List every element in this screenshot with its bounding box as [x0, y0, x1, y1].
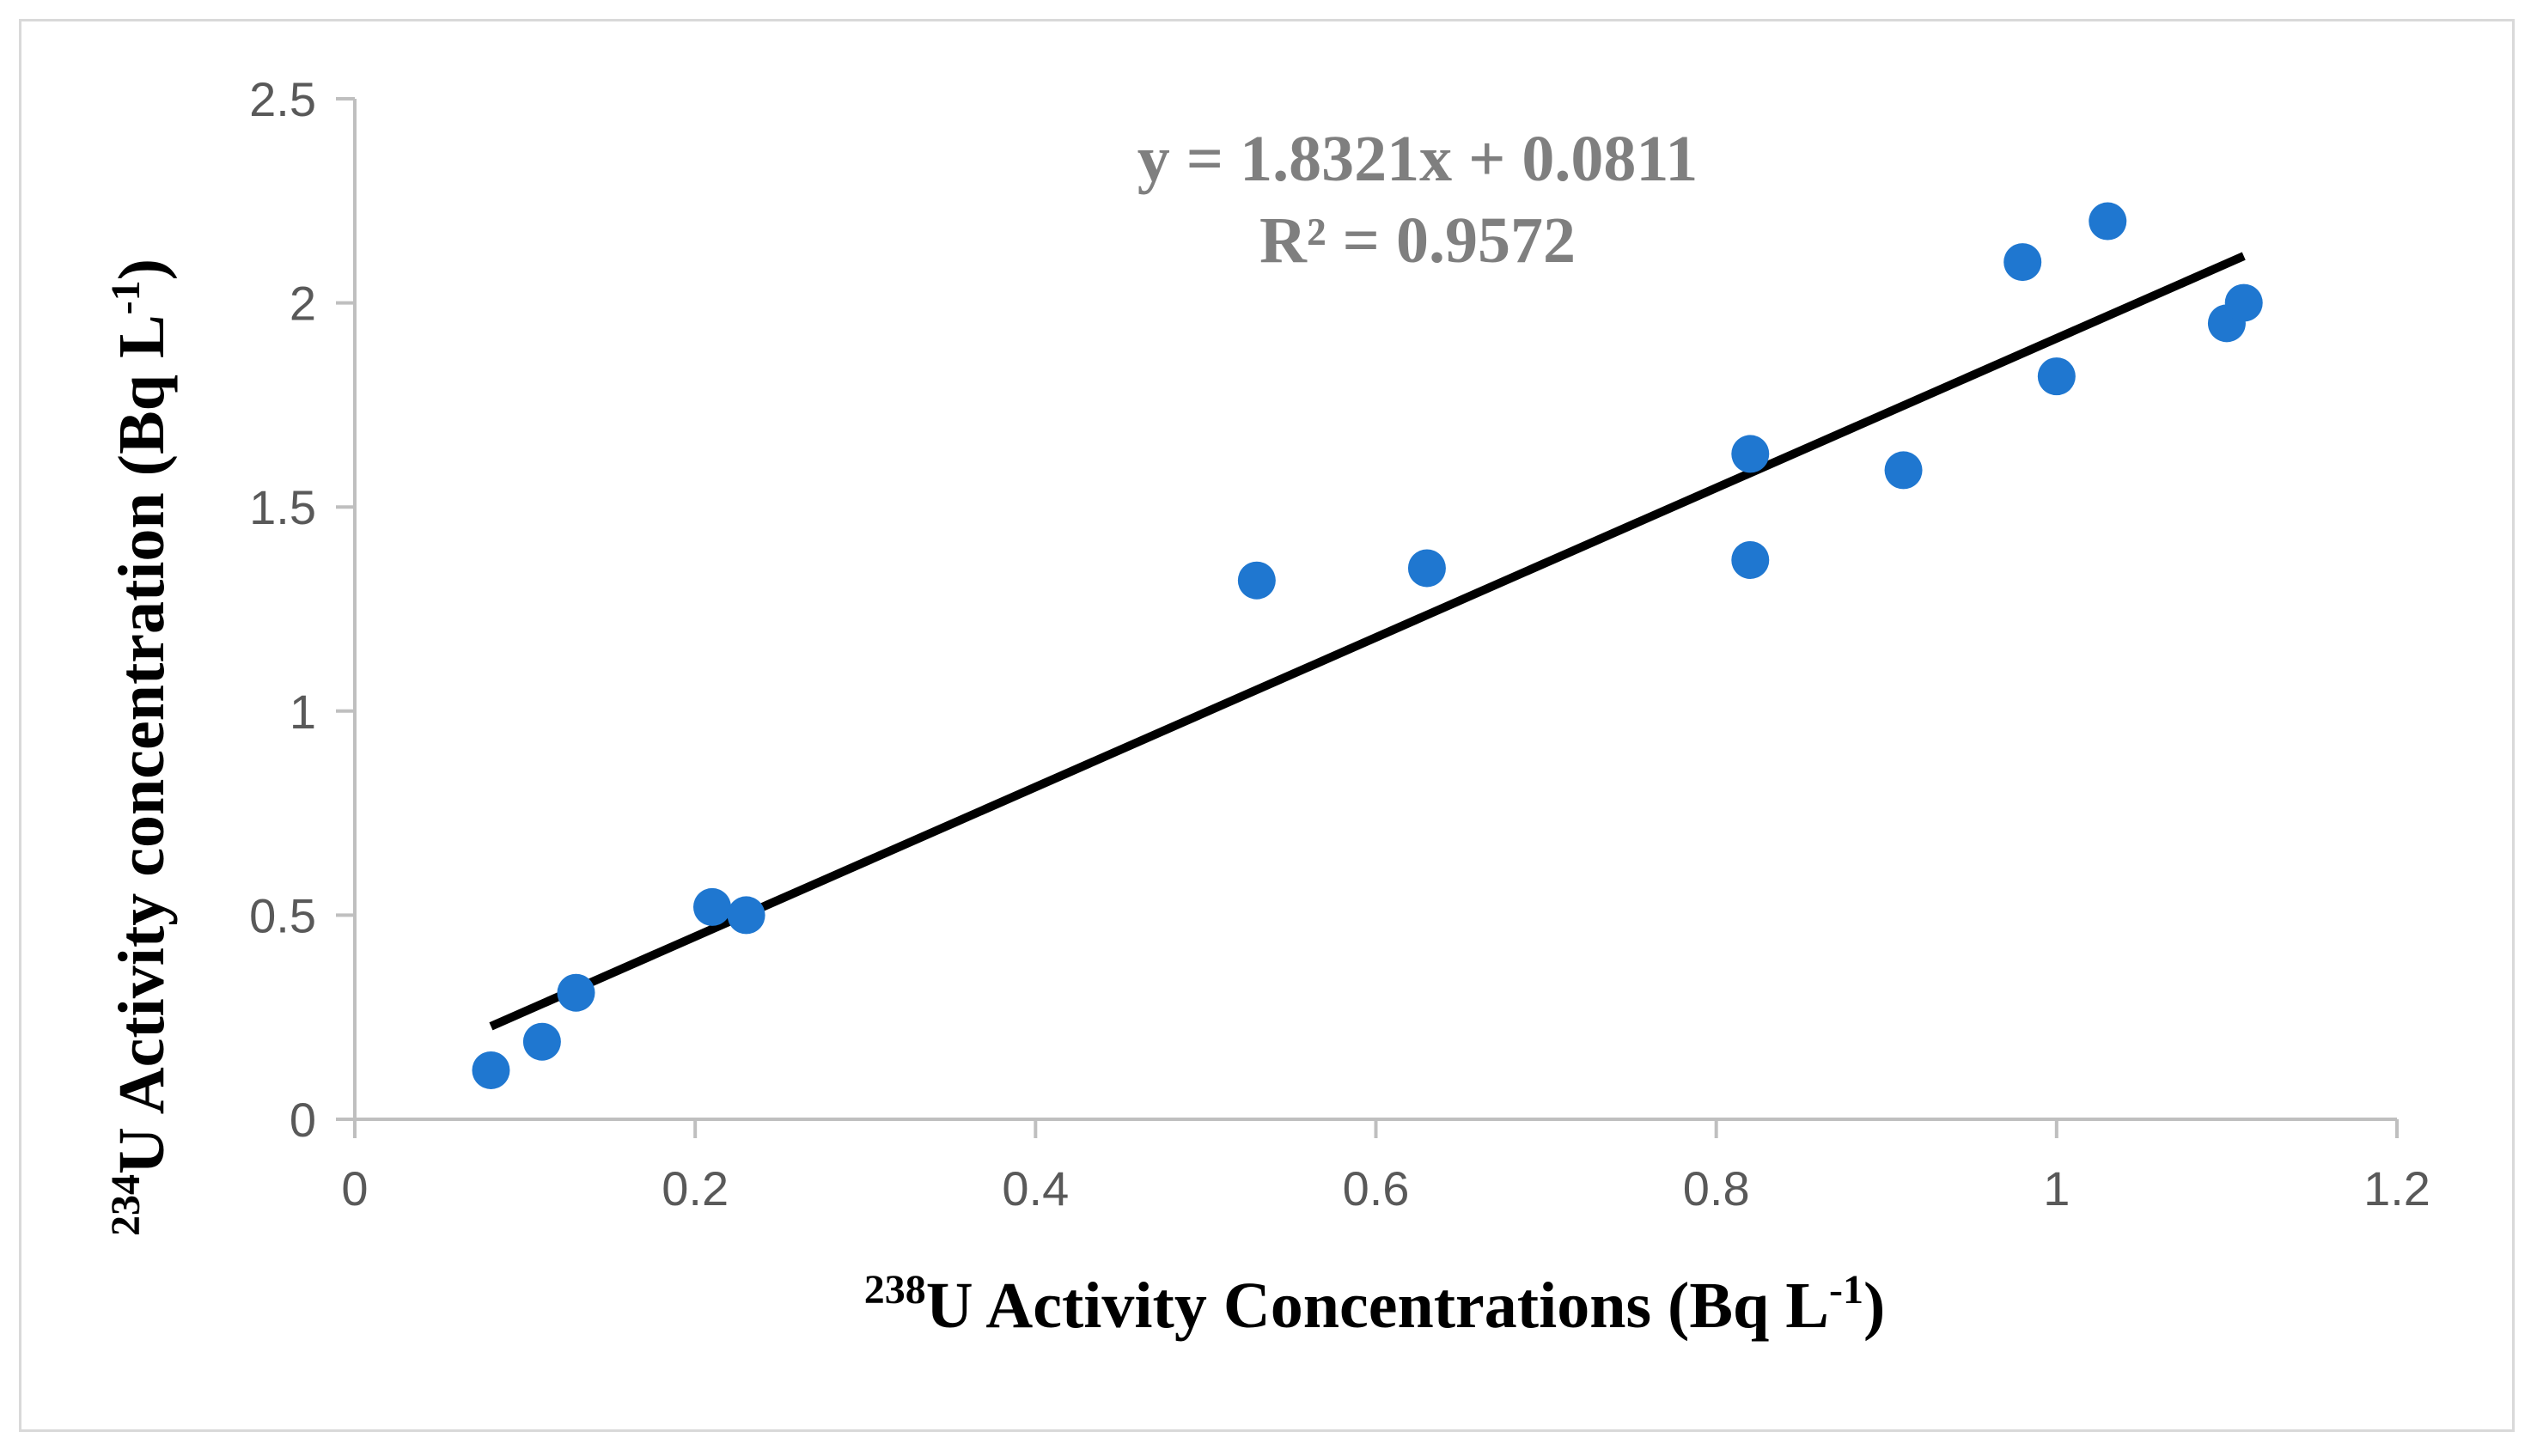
x-axis-title-sup: -1 [1829, 1267, 1863, 1313]
y-axis-title-sup: -1 [103, 280, 149, 314]
data-point [522, 1022, 561, 1061]
trendline-r-squared: R² = 0.9572 [1259, 204, 1576, 277]
x-tick-label: 0.6 [1343, 1161, 1410, 1215]
x-tick-label: 1.2 [2363, 1161, 2430, 1215]
trendline-layer [489, 252, 2246, 1031]
axes [336, 97, 2399, 1138]
x-axis-title: 238U Activity Concentrations (Bq L-1) [864, 1267, 1886, 1342]
x-tick-label: 0 [341, 1161, 368, 1215]
trendline [489, 252, 2246, 1031]
y-axis-title-main: U Activity concentration (Bq L [106, 314, 178, 1174]
tick-labels: 0 0.5 1 1.5 2 2.5 0 0.2 0.4 0.6 0.8 1 1.2 [249, 72, 2430, 1215]
x-axis-title-isotope: 238 [864, 1267, 926, 1313]
x-tick-label: 0.4 [1002, 1161, 1069, 1215]
data-point [692, 887, 731, 926]
data-point [2003, 243, 2042, 282]
y-axis-title: 234U Activity concentration (Bq L-1) [103, 259, 178, 1236]
chart-frame [19, 19, 2515, 1432]
data-point [2089, 202, 2127, 241]
data-point [1731, 540, 1770, 579]
trendline-equation: y = 1.8321x + 0.0811 [1137, 123, 1698, 195]
x-axis-title-end: ) [1863, 1270, 1885, 1342]
x-tick-label: 0.8 [1683, 1161, 1750, 1215]
x-tick-label: 1 [2043, 1161, 2070, 1215]
data-point [1731, 435, 1770, 473]
x-tick-label: 0.2 [662, 1161, 729, 1215]
y-axis-title-isotope: 234 [103, 1174, 149, 1236]
y-axis-title-end: ) [106, 259, 178, 280]
data-point [2037, 357, 2076, 396]
y-tick-label: 1 [290, 685, 316, 739]
data-point [557, 973, 595, 1012]
data-point [1237, 561, 1276, 600]
x-axis-title-main: U Activity Concentrations (Bq L [926, 1270, 1829, 1342]
y-tick-label: 1.5 [249, 480, 316, 534]
data-point [1884, 451, 1923, 490]
y-tick-label: 2.5 [249, 72, 316, 126]
data-points [472, 202, 2263, 1089]
data-point [1407, 549, 1446, 588]
data-point [727, 896, 765, 935]
data-point [472, 1051, 510, 1089]
data-point [2224, 283, 2263, 322]
y-tick-label: 2 [290, 277, 316, 331]
y-tick-label: 0.5 [249, 888, 316, 942]
y-tick-label: 0 [290, 1093, 316, 1147]
